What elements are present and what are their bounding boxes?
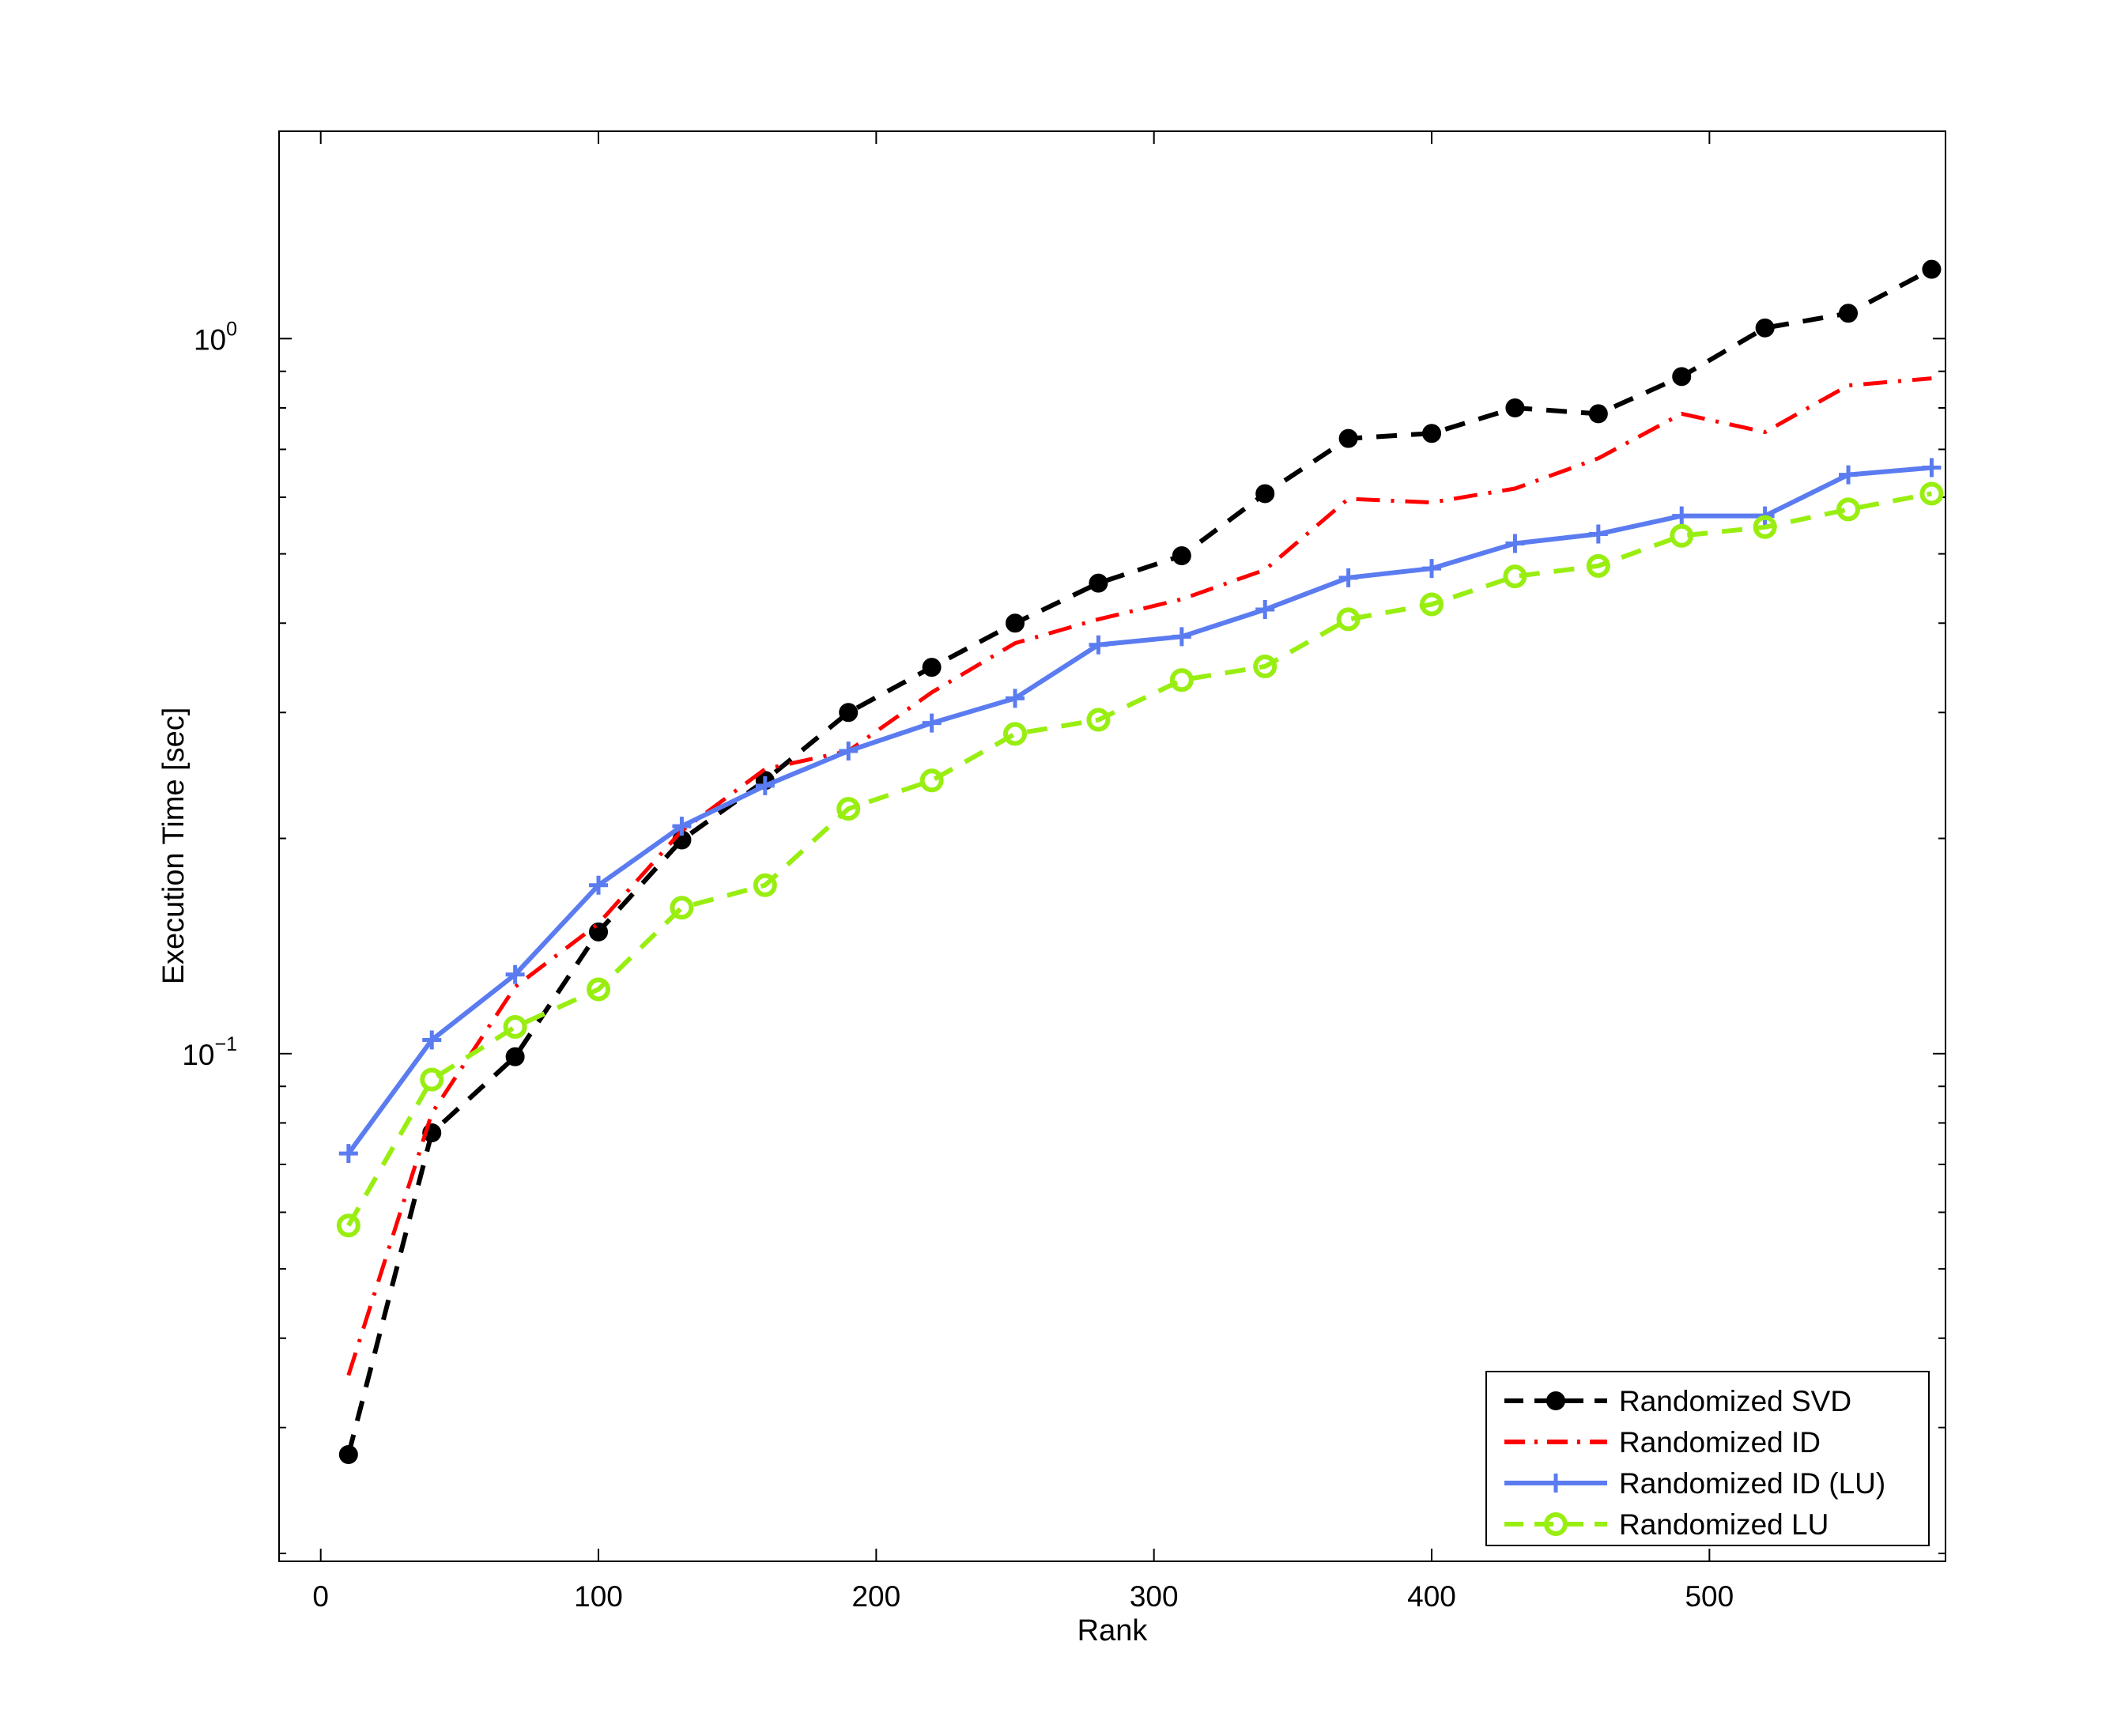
series-randomized-id [346, 376, 1932, 1376]
data-point [336, 1213, 360, 1238]
data-point [589, 922, 609, 942]
x-tick-label: 0 [312, 1580, 329, 1613]
data-point [1836, 497, 1861, 522]
legend-label: Randomized ID (LU) [1619, 1467, 1885, 1500]
data-point [1672, 367, 1692, 387]
y-tick-exponent: −1 [214, 1033, 237, 1055]
data-point [1546, 1474, 1565, 1493]
data-point [1006, 689, 1025, 708]
data-point [1588, 524, 1608, 544]
data-point [1420, 592, 1444, 617]
data-point [922, 713, 942, 733]
data-point [919, 768, 944, 793]
y-tick-exponent: 0 [226, 318, 237, 340]
data-point [670, 896, 694, 920]
series-line [346, 491, 1932, 1227]
data-point [1169, 668, 1194, 693]
data-point [1336, 607, 1361, 632]
series-randomized-lu [336, 481, 1944, 1238]
data-point [1422, 559, 1442, 579]
y-axis-label: Execution Time [sec] [157, 708, 191, 985]
data-point [422, 1030, 442, 1050]
data-point [755, 776, 775, 795]
data-point [922, 658, 942, 677]
data-point [505, 964, 525, 984]
data-point [753, 873, 777, 897]
legend-label: Randomized LU [1619, 1508, 1829, 1541]
data-point [1922, 458, 1942, 477]
series-line [345, 267, 1933, 1455]
legend-label: Randomized ID [1619, 1426, 1821, 1459]
y-tick-label: 10−1 [182, 1033, 237, 1071]
data-point [1544, 1512, 1568, 1536]
series-randomized-id-lu [338, 458, 1942, 1164]
data-point [1505, 534, 1525, 553]
data-point [338, 1144, 358, 1164]
data-point [587, 977, 611, 1002]
plot-background [279, 131, 1946, 1561]
legend-entry: Randomized ID (LU) [1504, 1467, 1885, 1500]
plot-frame [278, 130, 1946, 1562]
series-line [346, 376, 1932, 1376]
data-point [1172, 545, 1191, 565]
data-point [1670, 523, 1694, 548]
data-point [1503, 564, 1527, 589]
data-point [836, 797, 861, 821]
data-point [1255, 484, 1275, 504]
data-point [1422, 424, 1442, 443]
data-point [589, 875, 609, 895]
data-point [1253, 654, 1278, 678]
axis-ticks [279, 131, 1946, 1561]
data-point [1586, 553, 1610, 578]
data-point [839, 742, 859, 761]
data-point [1338, 428, 1358, 448]
legend-entry: Randomized SVD [1504, 1385, 1851, 1417]
x-tick-label: 200 [851, 1580, 900, 1613]
x-tick-label: 500 [1685, 1580, 1734, 1613]
series-group [336, 259, 1944, 1464]
data-point [1006, 613, 1025, 633]
data-point [1919, 481, 1944, 506]
data-point [1922, 259, 1942, 279]
data-point [1588, 404, 1608, 424]
data-point [1255, 599, 1275, 619]
legend: Randomized SVD Randomized ID Randomized ID… [1485, 1371, 1930, 1546]
data-point [839, 703, 859, 723]
legend-label: Randomized SVD [1619, 1385, 1851, 1417]
data-point [672, 817, 692, 836]
x-tick-label: 400 [1407, 1580, 1456, 1613]
data-point [420, 1067, 444, 1092]
legend-entry: Randomized ID [1504, 1426, 1821, 1459]
data-point [1086, 708, 1111, 732]
x-tick-label: 100 [574, 1580, 623, 1613]
x-tick-label: 300 [1130, 1580, 1179, 1613]
series-line [346, 465, 1932, 1155]
y-tick-label: 100 [194, 318, 237, 356]
data-point [503, 1014, 527, 1039]
y-tick-base: 10 [194, 323, 226, 356]
data-point [1505, 398, 1525, 417]
y-tick-base: 10 [182, 1039, 214, 1071]
data-point [1839, 465, 1859, 485]
data-point [1338, 568, 1358, 587]
data-point [505, 1047, 525, 1066]
data-point [1089, 573, 1108, 593]
data-point [338, 1444, 358, 1464]
legend-entry: Randomized LU [1504, 1508, 1829, 1541]
x-axis-label: Rank [1077, 1614, 1149, 1647]
data-point [1172, 627, 1191, 647]
data-point [1003, 722, 1028, 746]
data-point [1753, 515, 1777, 539]
data-point [1546, 1391, 1565, 1410]
data-point [1089, 635, 1108, 655]
data-point [1839, 304, 1859, 323]
data-point [1755, 318, 1775, 338]
series-randomized-svd [338, 259, 1942, 1464]
data-point [1672, 506, 1692, 526]
